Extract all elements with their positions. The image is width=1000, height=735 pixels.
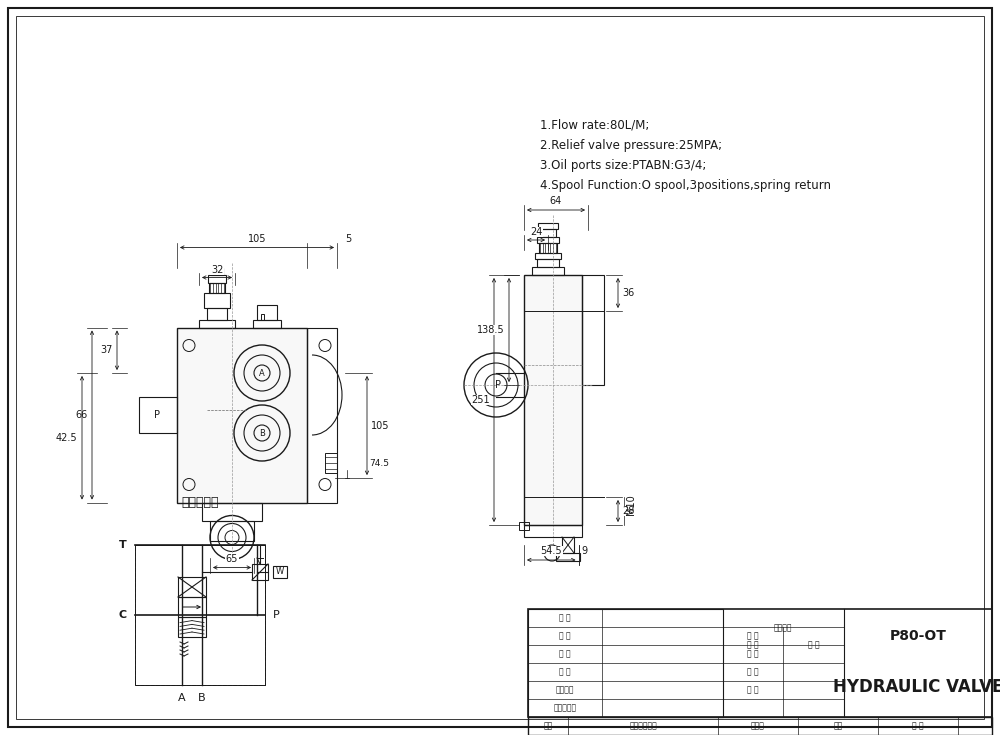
Text: T: T (119, 540, 127, 550)
Bar (253, 320, 281, 328)
Text: 66: 66 (76, 410, 88, 420)
Text: 更改内容概要: 更改内容概要 (629, 722, 657, 731)
Bar (209, 282, 225, 293)
Text: 24: 24 (530, 227, 542, 237)
Bar (207, 307, 227, 320)
Text: 共 张: 共 张 (747, 667, 759, 676)
Text: 更改人: 更改人 (751, 722, 765, 731)
Bar (208, 274, 226, 282)
Text: 54.5: 54.5 (540, 546, 562, 556)
Text: A: A (178, 693, 186, 703)
Text: 比 例: 比 例 (747, 650, 759, 659)
Text: B: B (198, 693, 206, 703)
Text: 重 量: 重 量 (747, 640, 759, 649)
Text: 74.5: 74.5 (369, 459, 389, 468)
Bar (538, 223, 558, 229)
Bar (535, 253, 561, 259)
Bar (252, 564, 268, 580)
Bar (178, 617, 206, 637)
Text: P: P (273, 610, 280, 620)
Bar (211, 268, 223, 274)
Bar (325, 453, 337, 473)
Text: P: P (495, 380, 501, 390)
Text: 审 核: 审 核 (912, 722, 924, 731)
Text: 描 图: 描 图 (559, 650, 571, 659)
Bar (519, 522, 529, 530)
Text: 5: 5 (345, 234, 351, 243)
Bar (540, 229, 556, 237)
Bar (135, 545, 265, 685)
Text: 42.5: 42.5 (55, 433, 77, 442)
Bar (273, 566, 287, 578)
Text: 251: 251 (471, 395, 490, 405)
Text: 图样标记: 图样标记 (774, 623, 792, 632)
Text: P: P (154, 410, 160, 420)
Text: 比 例: 比 例 (808, 640, 819, 649)
Bar (528, 717, 992, 735)
Text: HYDRAULIC VALVE: HYDRAULIC VALVE (833, 678, 1000, 696)
Text: 标记: 标记 (543, 722, 553, 731)
Bar (261, 314, 264, 320)
Text: B: B (259, 429, 265, 437)
Bar (178, 597, 206, 617)
Bar (307, 328, 337, 503)
Text: P80-OT: P80-OT (889, 629, 946, 643)
Text: 设 计: 设 计 (559, 614, 571, 623)
Bar (204, 293, 230, 307)
Text: W: W (276, 567, 284, 576)
Text: 1.Flow rate:80L/M;: 1.Flow rate:80L/M; (540, 118, 649, 132)
Bar (524, 275, 582, 525)
Text: C: C (119, 610, 127, 620)
Text: 2.Relief valve pressure:25MPA;: 2.Relief valve pressure:25MPA; (540, 138, 722, 151)
Bar (528, 609, 992, 717)
Bar (537, 259, 559, 267)
Text: 液压原理图: 液压原理图 (181, 497, 219, 509)
Text: 9: 9 (581, 546, 587, 556)
Text: 4.Spool Function:O spool,3positions,spring return: 4.Spool Function:O spool,3positions,spri… (540, 179, 831, 192)
Bar (524, 525, 582, 537)
Bar (537, 237, 559, 243)
Text: 65: 65 (226, 553, 238, 564)
Text: 36: 36 (622, 288, 634, 298)
Text: 3.Oil ports size:PTABN:G3/4;: 3.Oil ports size:PTABN:G3/4; (540, 159, 706, 171)
Text: 标准化检查: 标准化检查 (553, 703, 577, 712)
Bar (532, 267, 564, 275)
Bar (177, 328, 307, 503)
Bar (135, 545, 265, 685)
Text: 制 图: 制 图 (559, 631, 571, 640)
Bar (139, 397, 177, 433)
Bar (582, 275, 604, 385)
Bar (528, 609, 723, 717)
Text: M10: M10 (626, 495, 636, 515)
Text: 105: 105 (371, 420, 390, 431)
Bar (199, 320, 235, 328)
Bar (202, 503, 262, 520)
Text: 64: 64 (550, 196, 562, 206)
Text: 第 张: 第 张 (747, 686, 759, 695)
Text: 32: 32 (211, 265, 223, 274)
Text: 105: 105 (248, 234, 266, 243)
Text: 138.5: 138.5 (477, 325, 505, 335)
Bar (539, 243, 557, 253)
Text: A: A (259, 368, 265, 378)
Text: 校 对: 校 对 (559, 667, 571, 676)
Bar (556, 553, 580, 561)
Bar (178, 577, 206, 597)
Bar (257, 304, 277, 320)
Text: 重 量: 重 量 (747, 631, 759, 640)
Text: 37: 37 (101, 345, 113, 355)
Text: 工艺检查: 工艺检查 (556, 686, 574, 695)
Bar (210, 520, 254, 540)
Text: 日期: 日期 (833, 722, 843, 731)
Text: 28: 28 (622, 506, 634, 516)
Bar (562, 537, 574, 553)
